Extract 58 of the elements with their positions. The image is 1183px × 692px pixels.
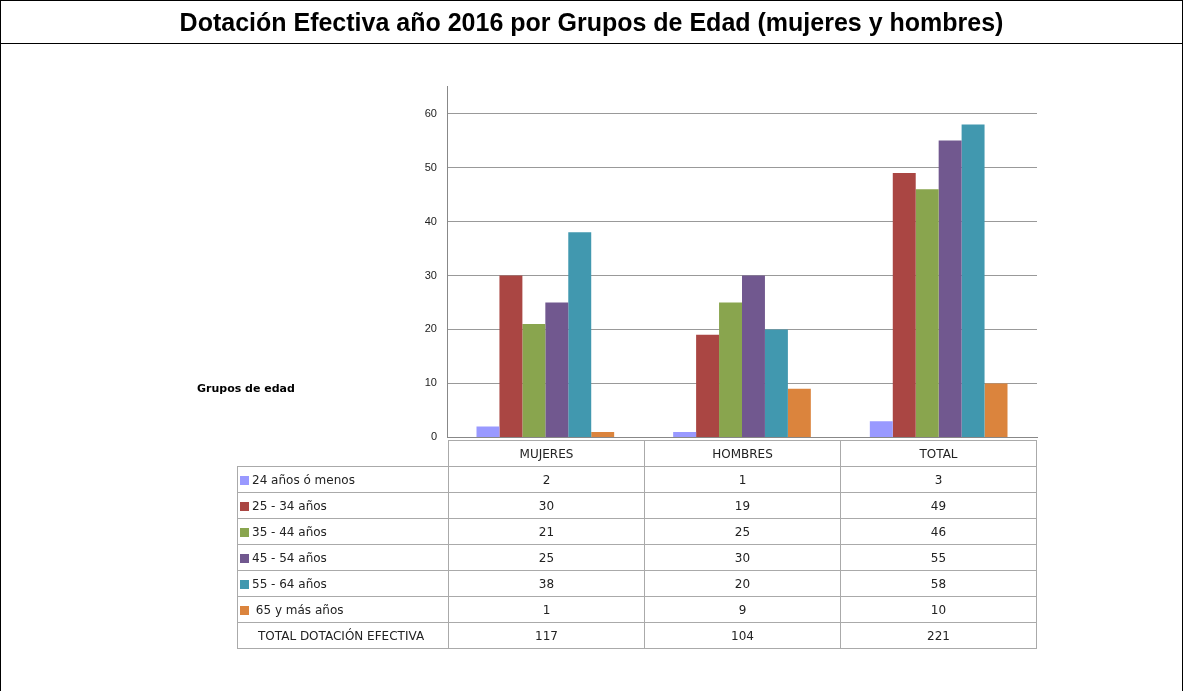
chart-title: Dotación Efectiva año 2016 por Grupos de Edad (mujeres y hombres)	[178, 8, 1005, 37]
text: Grupos de edad	[197, 382, 295, 395]
y-tick-label: 20	[424, 322, 437, 335]
bar	[568, 232, 592, 437]
bar	[545, 302, 569, 437]
data-label: 1	[448, 596, 645, 623]
data-label: 9	[644, 596, 841, 623]
data-label: 30	[644, 544, 841, 571]
data-label: 10	[840, 596, 1037, 623]
bar	[719, 302, 742, 437]
legend-label: 25 - 34 años	[237, 492, 449, 519]
y-tick-label: 60	[424, 106, 437, 119]
text: 221	[840, 622, 1037, 649]
legend-label: 45 - 54 años	[237, 544, 449, 571]
y-tick-label: 40	[424, 214, 437, 227]
bar	[742, 275, 765, 437]
x-tick-label: TOTAL	[840, 440, 1037, 467]
bar	[673, 432, 697, 437]
y-tick-label: 0	[430, 430, 437, 443]
text: 117	[448, 622, 645, 649]
legend-label: 65 y más años	[237, 596, 449, 623]
y-tick-label: 50	[424, 160, 437, 173]
data-label: 3	[840, 466, 1037, 493]
bar	[476, 426, 500, 437]
data-label: 49	[840, 492, 1037, 519]
data-label: 19	[644, 492, 841, 519]
bar	[915, 189, 939, 437]
bar	[522, 324, 546, 437]
data-label: 2	[448, 466, 645, 493]
data-label: 21	[448, 518, 645, 545]
legend-label: 35 - 44 años	[237, 518, 449, 545]
bar	[938, 140, 962, 437]
bar	[764, 329, 788, 437]
data-label: 38	[448, 570, 645, 597]
legend-label: 55 - 64 años	[237, 570, 449, 597]
y-tick-label: 30	[424, 268, 437, 281]
bar	[892, 172, 916, 437]
bar	[961, 124, 985, 437]
bar	[984, 383, 1008, 437]
bar	[591, 432, 615, 437]
bar	[499, 275, 523, 437]
data-label: 1	[644, 466, 841, 493]
data-label: 30	[448, 492, 645, 519]
bar	[787, 388, 811, 437]
bar	[869, 421, 893, 437]
text: 104	[644, 622, 841, 649]
data-label: 55	[840, 544, 1037, 571]
legend-label: 24 años ó menos	[237, 466, 449, 493]
data-label: 25	[448, 544, 645, 571]
text: TOTAL DOTACIÓN EFECTIVA	[237, 622, 449, 649]
y-tick-label: 10	[424, 376, 437, 389]
data-label: 58	[840, 570, 1037, 597]
x-tick-label: MUJERES	[448, 440, 645, 467]
bar	[696, 334, 720, 437]
x-tick-label: HOMBRES	[644, 440, 841, 467]
data-label: 46	[840, 518, 1037, 545]
data-label: 25	[644, 518, 841, 545]
data-label: 20	[644, 570, 841, 597]
